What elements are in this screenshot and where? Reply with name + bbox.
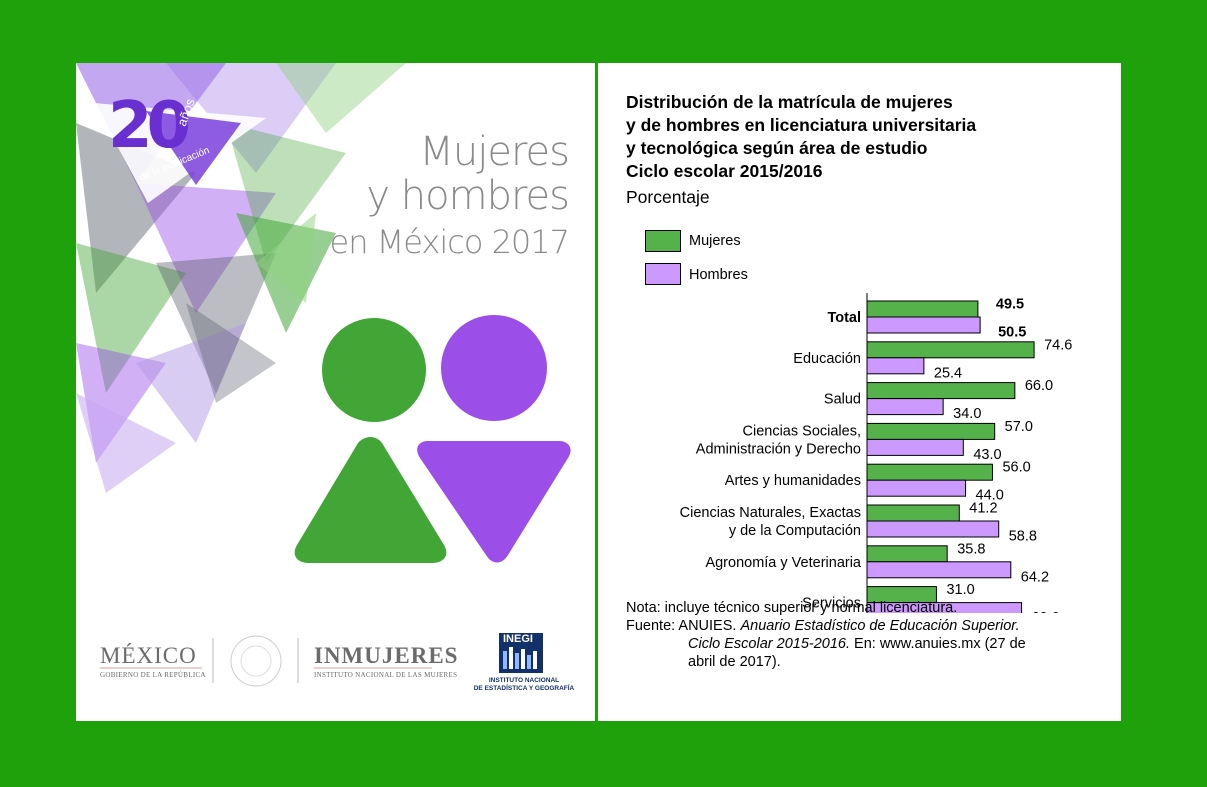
chart-title: Distribución de la matrícula de mujeres … [626, 91, 976, 183]
chart-title-line4: Ciclo escolar 2015/2016 [626, 161, 823, 181]
national-seal-icon [230, 635, 282, 687]
value-label-hombres-3: 43.0 [973, 447, 1001, 463]
chart-title-line3: y tecnológica según área de estudio [626, 138, 928, 158]
cover-title-line2: y hombres [366, 173, 570, 219]
legend-swatch-mujeres [645, 230, 681, 252]
value-label-hombres-2: 34.0 [953, 406, 981, 422]
bar-hombres-5 [866, 520, 1000, 538]
value-label-hombres-1: 25.4 [934, 365, 962, 381]
value-label-mujeres-0: 49.5 [996, 297, 1024, 313]
bar-mujeres-2 [866, 382, 1016, 400]
inegi-logo-icon [499, 633, 543, 673]
green-circle-icon [322, 318, 426, 422]
value-label-mujeres-3: 57.0 [1005, 419, 1033, 435]
source-text: Fuente: ANUIES. Anuario Estadístico de E… [626, 617, 1096, 635]
value-label-hombres-0: 50.5 [998, 325, 1026, 341]
category-label-6-line0: Agronomía y Veterinaria [705, 555, 861, 571]
category-label-5-line1: y de la Computación [729, 523, 861, 539]
logo-inegi-text: INEGI [503, 633, 533, 645]
category-label-7-line0: Servicios [802, 596, 861, 612]
logo-inegi-subtext: INSTITUTO NACIONAL DE ESTADÍSTICA Y GEOG… [466, 677, 582, 693]
bar-mujeres-3 [866, 422, 996, 440]
logo-mexico-subtext: GOBIERNO DE LA REPÚBLICA [100, 671, 206, 679]
value-label-hombres-4: 44.0 [976, 488, 1004, 504]
source-cycle: Ciclo Escolar 2015-2016. [688, 636, 851, 652]
logo-mexico: MÉXICO GOBIERNO DE LA REPÚBLICA [100, 643, 206, 679]
source-url: En: www.anuies.mx (27 de [850, 636, 1026, 652]
cover-panel: 20 años de la publicación Mujeres y homb… [76, 63, 595, 721]
category-label-3-line0: Ciencias Sociales, [743, 423, 861, 439]
bar-mujeres-5 [866, 504, 960, 522]
chart-title-line2: y de hombres en licenciatura universitar… [626, 115, 977, 135]
bar-chart: 49.5 50.5 Total 74.6 25.4 Educación 66.0 34.0 Sa… [680, 293, 1072, 613]
chart-subtitle: Porcentaje [626, 187, 710, 207]
logo-inmujeres-subtext: INSTITUTO NACIONAL DE LAS MUJERES [314, 671, 458, 679]
bar-hombres-4 [866, 479, 967, 497]
logo-mexico-text: MÉXICO [100, 643, 197, 668]
green-triangle-icon [294, 437, 447, 563]
chart-notes: Nota: incluye técnico superior y normal … [626, 599, 1096, 671]
value-label-mujeres-4: 56.0 [1002, 460, 1030, 476]
bar-hombres-7 [866, 602, 1023, 613]
logo-inmujeres-text: INMUJERES [314, 643, 459, 668]
bar-mujeres-1 [866, 341, 1035, 359]
legend-label-hombres: Hombres [689, 267, 748, 283]
logo-inmujeres: INMUJERES INSTITUTO NACIONAL DE LAS MUJE… [314, 643, 458, 679]
note-text: Nota: incluye técnico superior y normal … [626, 600, 958, 616]
legend-label-mujeres: Mujeres [689, 233, 741, 249]
value-label-mujeres-6: 35.8 [957, 541, 985, 557]
purple-circle-icon [441, 315, 547, 421]
source-date: abril de 2017). [688, 654, 781, 670]
category-label-4-line0: Artes y humanidades [725, 473, 861, 489]
cover-symbol-group [294, 315, 571, 563]
chart-panel: Distribución de la matrícula de mujeres … [598, 63, 1121, 721]
bar-hombres-3 [866, 438, 964, 456]
bar-hombres-0 [866, 316, 981, 334]
value-label-hombres-5: 58.8 [1009, 529, 1037, 545]
category-label-2-line0: Salud [824, 392, 861, 408]
cover-title-line1: Mujeres [419, 129, 570, 175]
value-label-hombres-6: 64.2 [1021, 569, 1049, 585]
category-label-0-line0: Total [827, 310, 861, 326]
source-prefix: Fuente: ANUIES. [626, 618, 741, 634]
legend-swatch-hombres [645, 263, 681, 285]
bar-hombres-2 [866, 398, 944, 416]
value-label-mujeres-5: 41.2 [969, 501, 997, 517]
category-label-5-line0: Ciencias Naturales, Exactas [680, 505, 861, 521]
source-line2: Ciclo Escolar 2015-2016. En: www.anuies.… [626, 635, 1096, 653]
category-label-3-line1: Administración y Derecho [696, 441, 861, 457]
chart-title-line1: Distribución de la matrícula de mujeres [626, 92, 953, 112]
logo-inegi-subtext-line1: INSTITUTO NACIONAL [488, 677, 560, 684]
cover-triangle-mosaic [76, 63, 406, 493]
value-label-mujeres-1: 74.6 [1044, 337, 1072, 353]
cover-artwork [76, 63, 571, 687]
anniversary-badge [94, 103, 266, 203]
cover-title-line3: en México 2017 [329, 223, 570, 261]
bar-mujeres-6 [866, 545, 948, 563]
value-label-mujeres-2: 66.0 [1025, 378, 1053, 394]
logo-divider-lines [100, 635, 432, 687]
logo-inegi-subtext-line2: DE ESTADÍSTICA Y GEOGRAFÍA [473, 685, 575, 692]
bar-mujeres-4 [866, 463, 993, 481]
bar-hombres-1 [866, 357, 925, 375]
bar-hombres-6 [866, 561, 1012, 579]
purple-inverted-triangle-icon [417, 441, 571, 563]
source-title: Anuario Estadístico de Educación Superio… [740, 618, 1020, 634]
value-label-mujeres-7: 31.0 [946, 582, 974, 598]
category-label-1-line0: Educación [793, 351, 861, 367]
value-label-hombres-7: 69.0 [1032, 610, 1060, 613]
anniversary-number: 20 [108, 89, 191, 163]
bar-mujeres-0 [866, 300, 979, 318]
